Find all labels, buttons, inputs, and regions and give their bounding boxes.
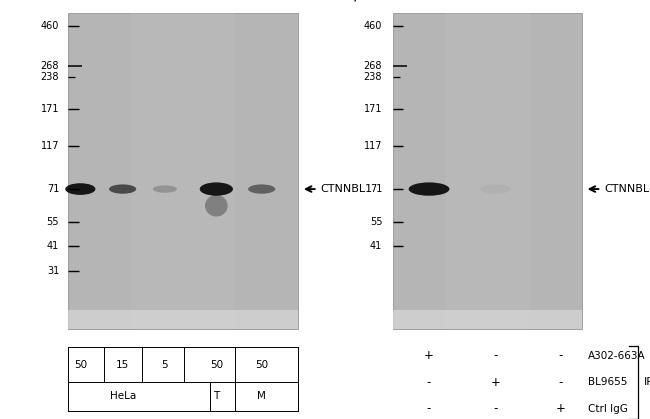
Text: CTNNBL1: CTNNBL1 [320,184,372,194]
Ellipse shape [409,182,449,196]
Text: 117: 117 [364,141,382,151]
Text: CTNNBL1: CTNNBL1 [604,184,650,194]
Ellipse shape [153,185,177,193]
Ellipse shape [65,183,96,195]
Text: 50: 50 [73,360,87,370]
Text: 41: 41 [47,241,59,251]
Text: 55: 55 [370,217,382,228]
Text: B. IP/WB: B. IP/WB [322,0,382,3]
Text: 71: 71 [370,184,382,194]
Text: 268: 268 [41,61,59,71]
Text: +: + [424,349,434,362]
Text: +: + [491,376,500,389]
Text: M: M [257,391,266,401]
Text: A. WB: A. WB [3,0,46,3]
Text: -: - [558,349,563,362]
Text: kDa: kDa [350,0,369,1]
Text: 268: 268 [364,61,382,71]
Text: 460: 460 [41,21,59,31]
Text: IP: IP [644,377,650,387]
Text: 55: 55 [47,217,59,228]
Text: -: - [427,376,431,389]
Text: A302-663A: A302-663A [588,351,645,361]
Text: 238: 238 [364,72,382,83]
Text: 117: 117 [41,141,59,151]
Bar [68,13,298,329]
Text: +: + [556,402,566,415]
Text: -: - [427,402,431,415]
Text: 15: 15 [116,360,129,370]
Ellipse shape [205,195,228,217]
Text: T: T [213,391,220,401]
Text: 238: 238 [41,72,59,83]
Text: 5: 5 [162,360,168,370]
Text: 50: 50 [255,360,268,370]
Text: HeLa: HeLa [109,391,136,401]
Bar [131,13,235,329]
Bar [393,310,582,329]
Ellipse shape [248,184,276,194]
Text: -: - [558,376,563,389]
Text: 31: 31 [47,266,59,276]
Text: BL9655: BL9655 [588,377,627,387]
Ellipse shape [109,184,136,194]
Text: Ctrl IgG: Ctrl IgG [588,404,628,414]
Bar [393,13,582,329]
Text: 50: 50 [210,360,223,370]
Ellipse shape [480,184,511,194]
Text: 171: 171 [364,104,382,114]
Text: kDa: kDa [29,0,47,1]
Bar [445,13,530,329]
Text: 460: 460 [364,21,382,31]
Text: -: - [493,349,498,362]
Text: 41: 41 [370,241,382,251]
Bar [68,310,298,329]
Ellipse shape [200,182,233,196]
Text: 171: 171 [41,104,59,114]
Text: 71: 71 [47,184,59,194]
Text: -: - [493,402,498,415]
